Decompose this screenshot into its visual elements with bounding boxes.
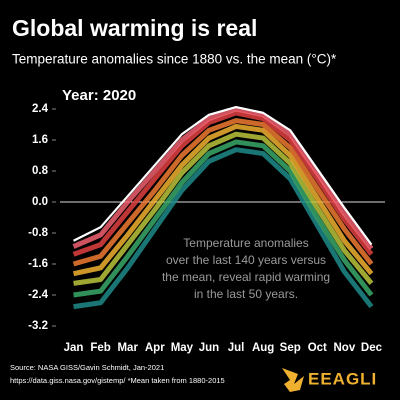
x-tick-label: May xyxy=(171,342,194,354)
x-tick-label: Jul xyxy=(228,342,245,354)
x-tick-label: Aug xyxy=(252,342,274,354)
line xyxy=(73,147,374,310)
x-tick-label: Apr xyxy=(145,342,165,354)
x-tick-label: Jan xyxy=(64,342,84,354)
chart-title: Global warming is real xyxy=(12,15,257,41)
x-tick-label: Oct xyxy=(308,342,327,354)
year-label: Year: 2020 xyxy=(62,87,136,104)
line xyxy=(72,106,374,251)
annotation: over the last 140 years versus xyxy=(166,253,326,267)
line xyxy=(73,139,374,298)
source: https://data.giss.nasa.gov/gistemp/ *Mea… xyxy=(10,376,225,385)
y-tick-label: -1.6 xyxy=(28,258,48,270)
x-tick-label: Dec xyxy=(361,342,383,354)
y-tick-label: -0.8 xyxy=(28,227,48,239)
y-tick-label: -3.2 xyxy=(28,320,48,332)
y-tick-label: 2.4 xyxy=(32,103,49,115)
x-tick-label: Nov xyxy=(334,342,356,354)
line xyxy=(73,105,373,246)
x-tick-label: Jun xyxy=(199,342,219,354)
chart-subtitle: Temperature anomalies since 1880 vs. the… xyxy=(12,52,337,67)
y-tick-label: 0.0 xyxy=(32,196,48,208)
line xyxy=(72,118,374,267)
y-tick-label: 0.8 xyxy=(32,165,49,177)
annotation: Temperature anomalies xyxy=(183,236,308,250)
brand: EEAGLI xyxy=(308,369,377,388)
line xyxy=(73,131,374,286)
x-tick-label: Feb xyxy=(90,342,110,354)
x-tick-label: Sep xyxy=(280,342,301,354)
annotation: the mean, reveal rapid warming xyxy=(162,270,330,284)
y-tick-label: -2.4 xyxy=(28,289,48,301)
x-tick-label: Mar xyxy=(117,342,138,354)
annotation: in the last 50 years. xyxy=(194,287,298,301)
line xyxy=(73,123,374,277)
logo-icon xyxy=(282,368,304,392)
line xyxy=(72,110,374,257)
y-tick-label: 1.6 xyxy=(32,134,48,146)
source: Source: NASA GISS/Gavin Schmidt, Jan-202… xyxy=(10,363,164,372)
